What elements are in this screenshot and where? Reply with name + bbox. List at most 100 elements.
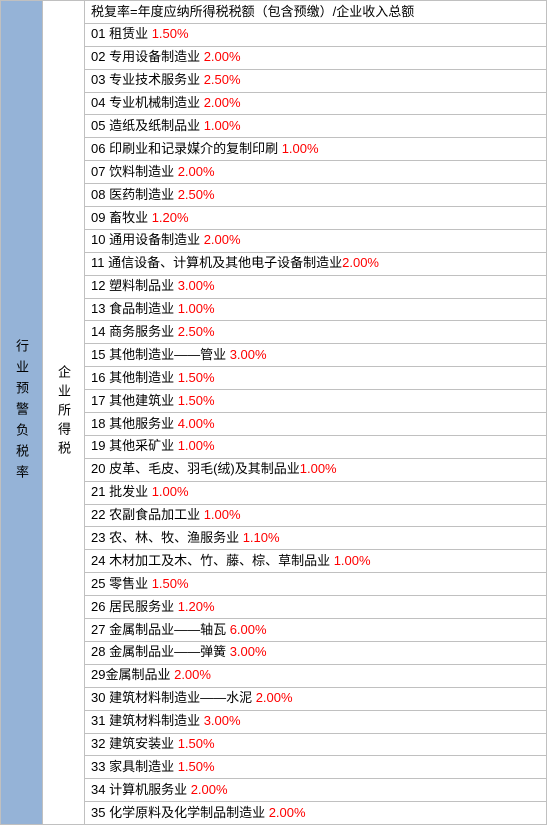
row-label: 建筑材料制造业 <box>105 713 203 728</box>
row-rate: 3.00% <box>178 278 215 293</box>
row-rate: 1.00% <box>334 553 371 568</box>
row-number: 03 <box>91 72 105 87</box>
row-number: 13 <box>91 301 105 316</box>
table-row: 16 其他制造业 1.50% <box>85 367 546 390</box>
table-row: 34 计算机服务业 2.00% <box>85 779 546 802</box>
row-label: 零售业 <box>105 576 151 591</box>
row-number: 02 <box>91 49 105 64</box>
row-number: 08 <box>91 187 105 202</box>
row-label: 其他建筑业 <box>105 393 177 408</box>
row-label: 其他制造业——管业 <box>105 347 229 362</box>
row-label: 医药制造业 <box>105 187 177 202</box>
row-rate: 2.50% <box>204 72 241 87</box>
row-number: 29 <box>91 667 105 682</box>
row-number: 14 <box>91 324 105 339</box>
table-row: 20 皮革、毛皮、羽毛(绒)及其制品业1.00% <box>85 459 546 482</box>
row-number: 09 <box>91 210 105 225</box>
row-number: 16 <box>91 370 105 385</box>
row-rate: 1.50% <box>178 370 215 385</box>
row-rate: 2.00% <box>204 95 241 110</box>
row-label: 专用设备制造业 <box>105 49 203 64</box>
row-rate: 1.00% <box>178 438 215 453</box>
row-rate: 1.00% <box>152 484 189 499</box>
row-label: 金属制品业——弹簧 <box>105 644 229 659</box>
row-rate: 6.00% <box>230 622 267 637</box>
table-row: 17 其他建筑业 1.50% <box>85 390 546 413</box>
row-number: 26 <box>91 599 105 614</box>
row-number: 15 <box>91 347 105 362</box>
row-rate: 1.00% <box>204 118 241 133</box>
row-number: 32 <box>91 736 105 751</box>
row-label: 畜牧业 <box>105 210 151 225</box>
table-row: 14 商务服务业 2.50% <box>85 321 546 344</box>
row-rate: 1.10% <box>243 530 280 545</box>
table-row: 28 金属制品业——弹簧 3.00% <box>85 642 546 665</box>
row-label: 农、林、牧、渔服务业 <box>105 530 242 545</box>
row-number: 21 <box>91 484 105 499</box>
row-rate: 1.00% <box>282 141 319 156</box>
row-number: 23 <box>91 530 105 545</box>
row-rate: 1.00% <box>178 301 215 316</box>
row-number: 24 <box>91 553 105 568</box>
row-label: 通用设备制造业 <box>105 232 203 247</box>
table-row: 31 建筑材料制造业 3.00% <box>85 711 546 734</box>
row-number: 10 <box>91 232 105 247</box>
table-row: 26 居民服务业 1.20% <box>85 596 546 619</box>
row-rate: 3.00% <box>230 644 267 659</box>
row-number: 22 <box>91 507 105 522</box>
row-label: 家具制造业 <box>105 759 177 774</box>
row-rate: 4.00% <box>178 416 215 431</box>
row-rate: 2.00% <box>342 255 379 270</box>
row-number: 30 <box>91 690 105 705</box>
left-header-text: 行业预警负税率 <box>12 339 31 486</box>
table-row: 18 其他服务业 4.00% <box>85 413 546 436</box>
row-label: 批发业 <box>105 484 151 499</box>
row-rate: 1.50% <box>152 576 189 591</box>
row-rate: 2.00% <box>256 690 293 705</box>
row-rate: 3.00% <box>204 713 241 728</box>
table-row: 01 租赁业 1.50% <box>85 24 546 47</box>
table-row: 23 农、林、牧、渔服务业 1.10% <box>85 527 546 550</box>
table-row: 35 化学原料及化学制品制造业 2.00% <box>85 802 546 824</box>
table-row: 04 专业机械制造业 2.00% <box>85 93 546 116</box>
row-label: 其他服务业 <box>105 416 177 431</box>
row-label: 食品制造业 <box>105 301 177 316</box>
row-number: 06 <box>91 141 105 156</box>
row-label: 租赁业 <box>105 26 151 41</box>
table-row: 30 建筑材料制造业——水泥 2.00% <box>85 688 546 711</box>
row-number: 12 <box>91 278 105 293</box>
row-rate: 3.00% <box>230 347 267 362</box>
row-number: 33 <box>91 759 105 774</box>
table-row: 19 其他采矿业 1.00% <box>85 436 546 459</box>
table-row: 22 农副食品加工业 1.00% <box>85 505 546 528</box>
data-column: 税复率=年度应纳所得税税额（包含预缴）/企业收入总额 01 租赁业 1.50% 0… <box>85 1 546 824</box>
row-number: 27 <box>91 622 105 637</box>
row-label: 金属制品业 <box>105 667 174 682</box>
row-number: 05 <box>91 118 105 133</box>
table-row: 21 批发业 1.00% <box>85 482 546 505</box>
row-rate: 2.50% <box>178 324 215 339</box>
formula-row: 税复率=年度应纳所得税税额（包含预缴）/企业收入总额 <box>85 1 546 24</box>
row-rate: 2.00% <box>204 232 241 247</box>
row-label: 塑料制品业 <box>105 278 177 293</box>
row-number: 25 <box>91 576 105 591</box>
row-number: 17 <box>91 393 105 408</box>
table-row: 24 木材加工及木、竹、藤、棕、草制品业 1.00% <box>85 550 546 573</box>
table-row: 12 塑料制品业 3.00% <box>85 276 546 299</box>
table-row: 15 其他制造业——管业 3.00% <box>85 344 546 367</box>
table-row: 05 造纸及纸制品业 1.00% <box>85 115 546 138</box>
row-number: 18 <box>91 416 105 431</box>
row-label: 化学原料及化学制品制造业 <box>105 805 268 820</box>
row-number: 04 <box>91 95 105 110</box>
row-label: 金属制品业——轴瓦 <box>105 622 229 637</box>
table-row: 27 金属制品业——轴瓦 6.00% <box>85 619 546 642</box>
table-row: 03 专业技术服务业 2.50% <box>85 70 546 93</box>
table-row: 33 家具制造业 1.50% <box>85 756 546 779</box>
row-rate: 1.20% <box>152 210 189 225</box>
table-row: 08 医药制造业 2.50% <box>85 184 546 207</box>
table-row: 25 零售业 1.50% <box>85 573 546 596</box>
row-label: 农副食品加工业 <box>105 507 203 522</box>
row-rate: 1.00% <box>300 461 337 476</box>
row-label: 建筑材料制造业——水泥 <box>105 690 255 705</box>
tax-rate-table: 行业预警负税率 企业所得税 税复率=年度应纳所得税税额（包含预缴）/企业收入总额… <box>0 0 547 825</box>
